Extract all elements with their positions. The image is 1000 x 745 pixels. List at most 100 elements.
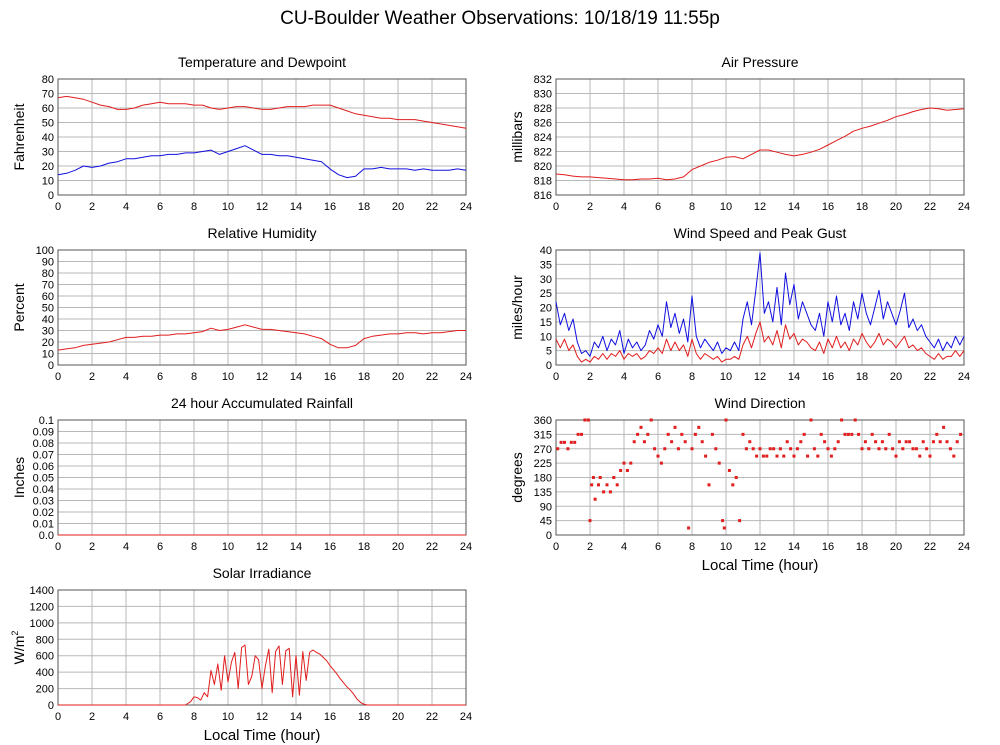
data-point <box>566 447 570 451</box>
x-tick-label: 18 <box>358 371 370 383</box>
data-point <box>690 447 694 451</box>
data-point <box>615 483 619 487</box>
chart-direction: 0 2 4 6 8 10 12 14 16 18 20 22 240459013518022527031… <box>509 395 970 574</box>
x-tick-label: 4 <box>123 711 129 723</box>
y-tick-label: 60 <box>42 291 54 303</box>
x-tick-label: 24 <box>958 201 970 213</box>
data-point <box>676 447 680 451</box>
x-tick-label: 2 <box>587 541 593 553</box>
x-tick-label: 16 <box>822 541 834 553</box>
data-point <box>741 432 745 436</box>
y-tick-label: 30 <box>540 274 552 286</box>
data-point <box>942 425 946 429</box>
data-point <box>816 454 820 458</box>
data-point <box>904 440 908 444</box>
data-point <box>591 476 595 479</box>
x-tick-label: 18 <box>358 711 370 723</box>
x-tick-label: 20 <box>890 371 902 383</box>
y-tick-label: 0.01 <box>33 519 54 531</box>
y-tick-label: 818 <box>534 176 552 188</box>
data-point <box>632 440 636 444</box>
data-point <box>569 440 573 444</box>
y-tick-label: 0 <box>546 530 552 542</box>
data-point <box>590 483 594 487</box>
x-tick-label: 12 <box>256 541 268 553</box>
data-point <box>863 440 867 444</box>
x-tick-label: 22 <box>924 541 936 553</box>
y-axis-label: millibars <box>509 111 525 162</box>
x-tick-label: 16 <box>324 201 336 213</box>
y-tick-label: 800 <box>36 634 54 646</box>
data-point <box>955 440 959 444</box>
series-line-red <box>57 95 467 129</box>
x-tick-label: 8 <box>689 371 695 383</box>
plot-frame <box>555 419 965 536</box>
y-tick-label: 824 <box>534 132 552 144</box>
x-tick-label: 18 <box>856 541 868 553</box>
data-point <box>646 432 650 436</box>
data-point <box>928 454 932 458</box>
data-point <box>819 432 823 436</box>
data-point <box>556 447 560 451</box>
x-tick-label: 6 <box>655 541 661 553</box>
data-point <box>806 454 810 458</box>
data-point <box>697 425 701 429</box>
y-axis-label: W/m2 <box>10 631 27 665</box>
x-tick-label: 8 <box>191 371 197 383</box>
data-point <box>772 447 776 451</box>
x-tick-label: 24 <box>958 541 970 553</box>
x-tick-label: 10 <box>720 541 732 553</box>
series-line-red <box>57 324 466 351</box>
y-tick-label: 822 <box>534 147 552 159</box>
data-point <box>758 447 762 451</box>
data-point <box>850 432 854 436</box>
data-point <box>738 519 742 523</box>
x-axis-label: Local Time (hour) <box>204 727 321 744</box>
x-tick-label: 10 <box>720 201 732 213</box>
data-point <box>693 432 697 436</box>
y-tick-label: 0.06 <box>33 461 54 473</box>
y-tick-label: 830 <box>534 89 552 101</box>
data-point <box>768 447 772 451</box>
data-point <box>874 440 878 444</box>
data-point <box>897 440 901 444</box>
chart-title: Wind Direction <box>714 395 805 411</box>
data-point <box>935 432 939 436</box>
x-tick-label: 12 <box>754 201 766 213</box>
x-tick-label: 18 <box>358 201 370 213</box>
data-point <box>717 461 721 465</box>
data-point <box>765 454 769 458</box>
data-point <box>583 418 587 422</box>
data-point <box>573 440 577 444</box>
x-tick-label: 24 <box>460 371 472 383</box>
data-point <box>727 468 731 472</box>
y-tick-label: 0.07 <box>33 450 54 462</box>
y-tick-label: 0 <box>48 190 54 202</box>
x-tick-label: 24 <box>958 371 970 383</box>
data-point <box>683 440 687 444</box>
data-point <box>642 440 646 444</box>
y-tick-label: 826 <box>534 118 552 130</box>
y-tick-label: 225 <box>534 458 552 470</box>
series-line-red <box>555 107 965 181</box>
chart-title: Relative Humidity <box>208 225 317 241</box>
x-tick-label: 22 <box>426 201 438 213</box>
x-tick-label: 20 <box>392 371 404 383</box>
x-tick-label: 16 <box>822 201 834 213</box>
data-point <box>843 432 847 436</box>
data-point <box>639 425 643 429</box>
data-point <box>789 447 793 451</box>
x-tick-label: 4 <box>621 371 627 383</box>
y-tick-label: 0.03 <box>33 496 54 508</box>
x-tick-label: 16 <box>822 371 834 383</box>
data-point <box>636 432 640 436</box>
data-point <box>823 440 827 444</box>
chart-title: 24 hour Accumulated Rainfall <box>171 395 353 411</box>
x-tick-label: 22 <box>924 201 936 213</box>
data-point <box>751 447 755 451</box>
data-point <box>663 447 667 451</box>
x-tick-label: 4 <box>621 201 627 213</box>
data-point <box>656 454 660 458</box>
data-point <box>602 490 606 494</box>
data-point <box>700 440 704 444</box>
